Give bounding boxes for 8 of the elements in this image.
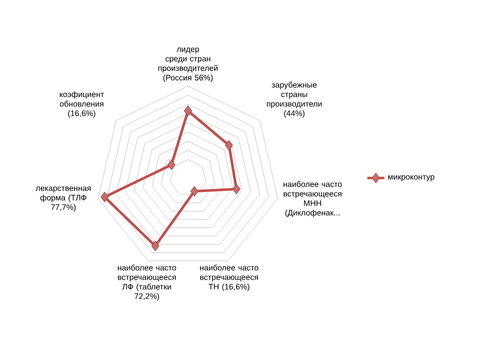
legend-label: микроконтур (388, 175, 434, 182)
spoke-label: наиболее часто встречающееся ЛФ (таблетки 72,2%) (118, 264, 176, 301)
spoke-label: коэфициент обновления (16,6%) (60, 91, 104, 118)
spoke-label: лидер среди стран производителей (Россия 56%) (158, 48, 218, 82)
spoke-label: зарубежные страны производители (44%) (266, 82, 322, 118)
spoke-label: лекарственная форма (ТЛФ 77,7%) (36, 186, 91, 212)
spoke-label: наиболее часто встречающееся МНН (Диклофенак... (284, 181, 342, 218)
spoke-label: наиболее часто встречающееся ТН (16,6%) (200, 264, 258, 292)
